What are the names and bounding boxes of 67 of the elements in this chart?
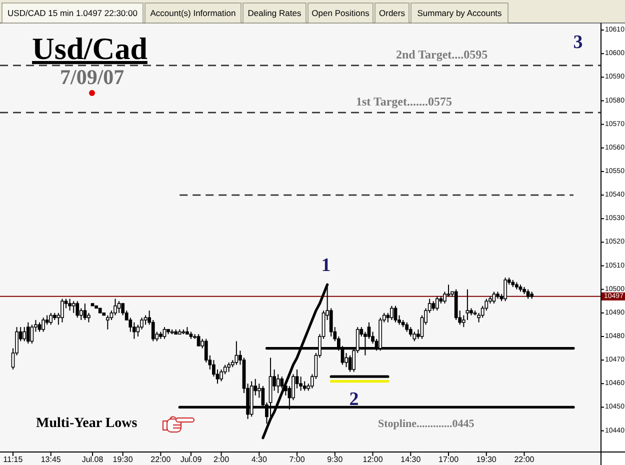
- candlestick: [466, 288, 470, 320]
- candlestick: [227, 362, 231, 372]
- candlestick: [83, 303, 87, 320]
- candlestick: [220, 369, 223, 382]
- candlestick: [234, 340, 238, 366]
- candlestick: [412, 331, 416, 342]
- candlestick: [132, 322, 136, 340]
- x-tick-label: 12:00: [362, 455, 384, 464]
- candlestick: [504, 277, 508, 302]
- candlestick: [38, 322, 42, 332]
- candlestick: [26, 322, 30, 344]
- x-tick-label: 14:30: [400, 455, 422, 464]
- ref-line-label: 1st Target.......0575: [356, 94, 452, 109]
- candlestick: [60, 298, 64, 323]
- candlestick: [367, 322, 371, 340]
- annotation: 2: [349, 389, 359, 410]
- candlestick: [22, 326, 26, 342]
- candlestick: [432, 300, 436, 312]
- candlestick: [144, 314, 148, 326]
- candlestick: [42, 317, 45, 332]
- x-tick-label: 17:00: [438, 455, 460, 464]
- chart-title: Usd/Cad: [32, 31, 148, 66]
- x-tick-label: 2:00: [214, 455, 230, 464]
- candlestick: [276, 374, 280, 394]
- annotation: 3: [573, 32, 583, 53]
- x-tick-label: 7:00: [289, 455, 306, 464]
- x-tick-label: 19:30: [476, 455, 497, 464]
- text: Orders: [379, 8, 405, 18]
- annotation: Multi-Year Lows: [36, 416, 138, 431]
- candlestick: [117, 300, 121, 314]
- candlestick: [87, 312, 90, 323]
- x-tick-label: 13:45: [40, 455, 62, 464]
- candlestick: [106, 314, 110, 330]
- candlestick: [196, 334, 200, 346]
- candlestick: [76, 300, 80, 318]
- candlestick: [386, 312, 390, 323]
- text: 7/09/07: [60, 65, 124, 89]
- text: Dealing Rates: [248, 8, 302, 18]
- x-tick-label: 22:00: [150, 455, 172, 464]
- candlestick: [405, 322, 409, 332]
- candlestick: [394, 305, 398, 323]
- candlestick: [302, 380, 306, 392]
- candlestick: [435, 296, 439, 312]
- candlestick: [390, 305, 394, 320]
- x-tick-label: 11:15: [3, 455, 24, 464]
- candlestick: [114, 298, 117, 316]
- x-tick-label: 9:30: [327, 455, 344, 464]
- candlestick: [526, 288, 530, 300]
- candlestick: [72, 300, 76, 314]
- candlestick: [68, 298, 72, 312]
- x-tick-label: Jul.08: [82, 455, 104, 464]
- text: Account(s) Information: [150, 8, 236, 18]
- candlestick: [408, 326, 412, 337]
- text: Open Positions: [312, 8, 370, 18]
- annotation: Stopline.............0445: [378, 418, 475, 430]
- candlestick: [492, 291, 496, 304]
- x-tick-label: 4:30: [251, 455, 268, 464]
- candlestick: [162, 326, 166, 340]
- x-tick-label: 22:00: [514, 455, 535, 464]
- x-tick-label: Jul.09: [180, 455, 202, 464]
- text: Summary by Accounts: [417, 8, 502, 18]
- candlestick: [49, 312, 53, 326]
- x-tick-label: 19:30: [112, 455, 134, 464]
- ref-line-label: 2nd Target....0595: [396, 47, 488, 62]
- text: USD/CAD 15 min 1.0497 22:30:00: [8, 8, 138, 18]
- annotation: 1: [321, 255, 331, 276]
- candlestick: [30, 324, 34, 344]
